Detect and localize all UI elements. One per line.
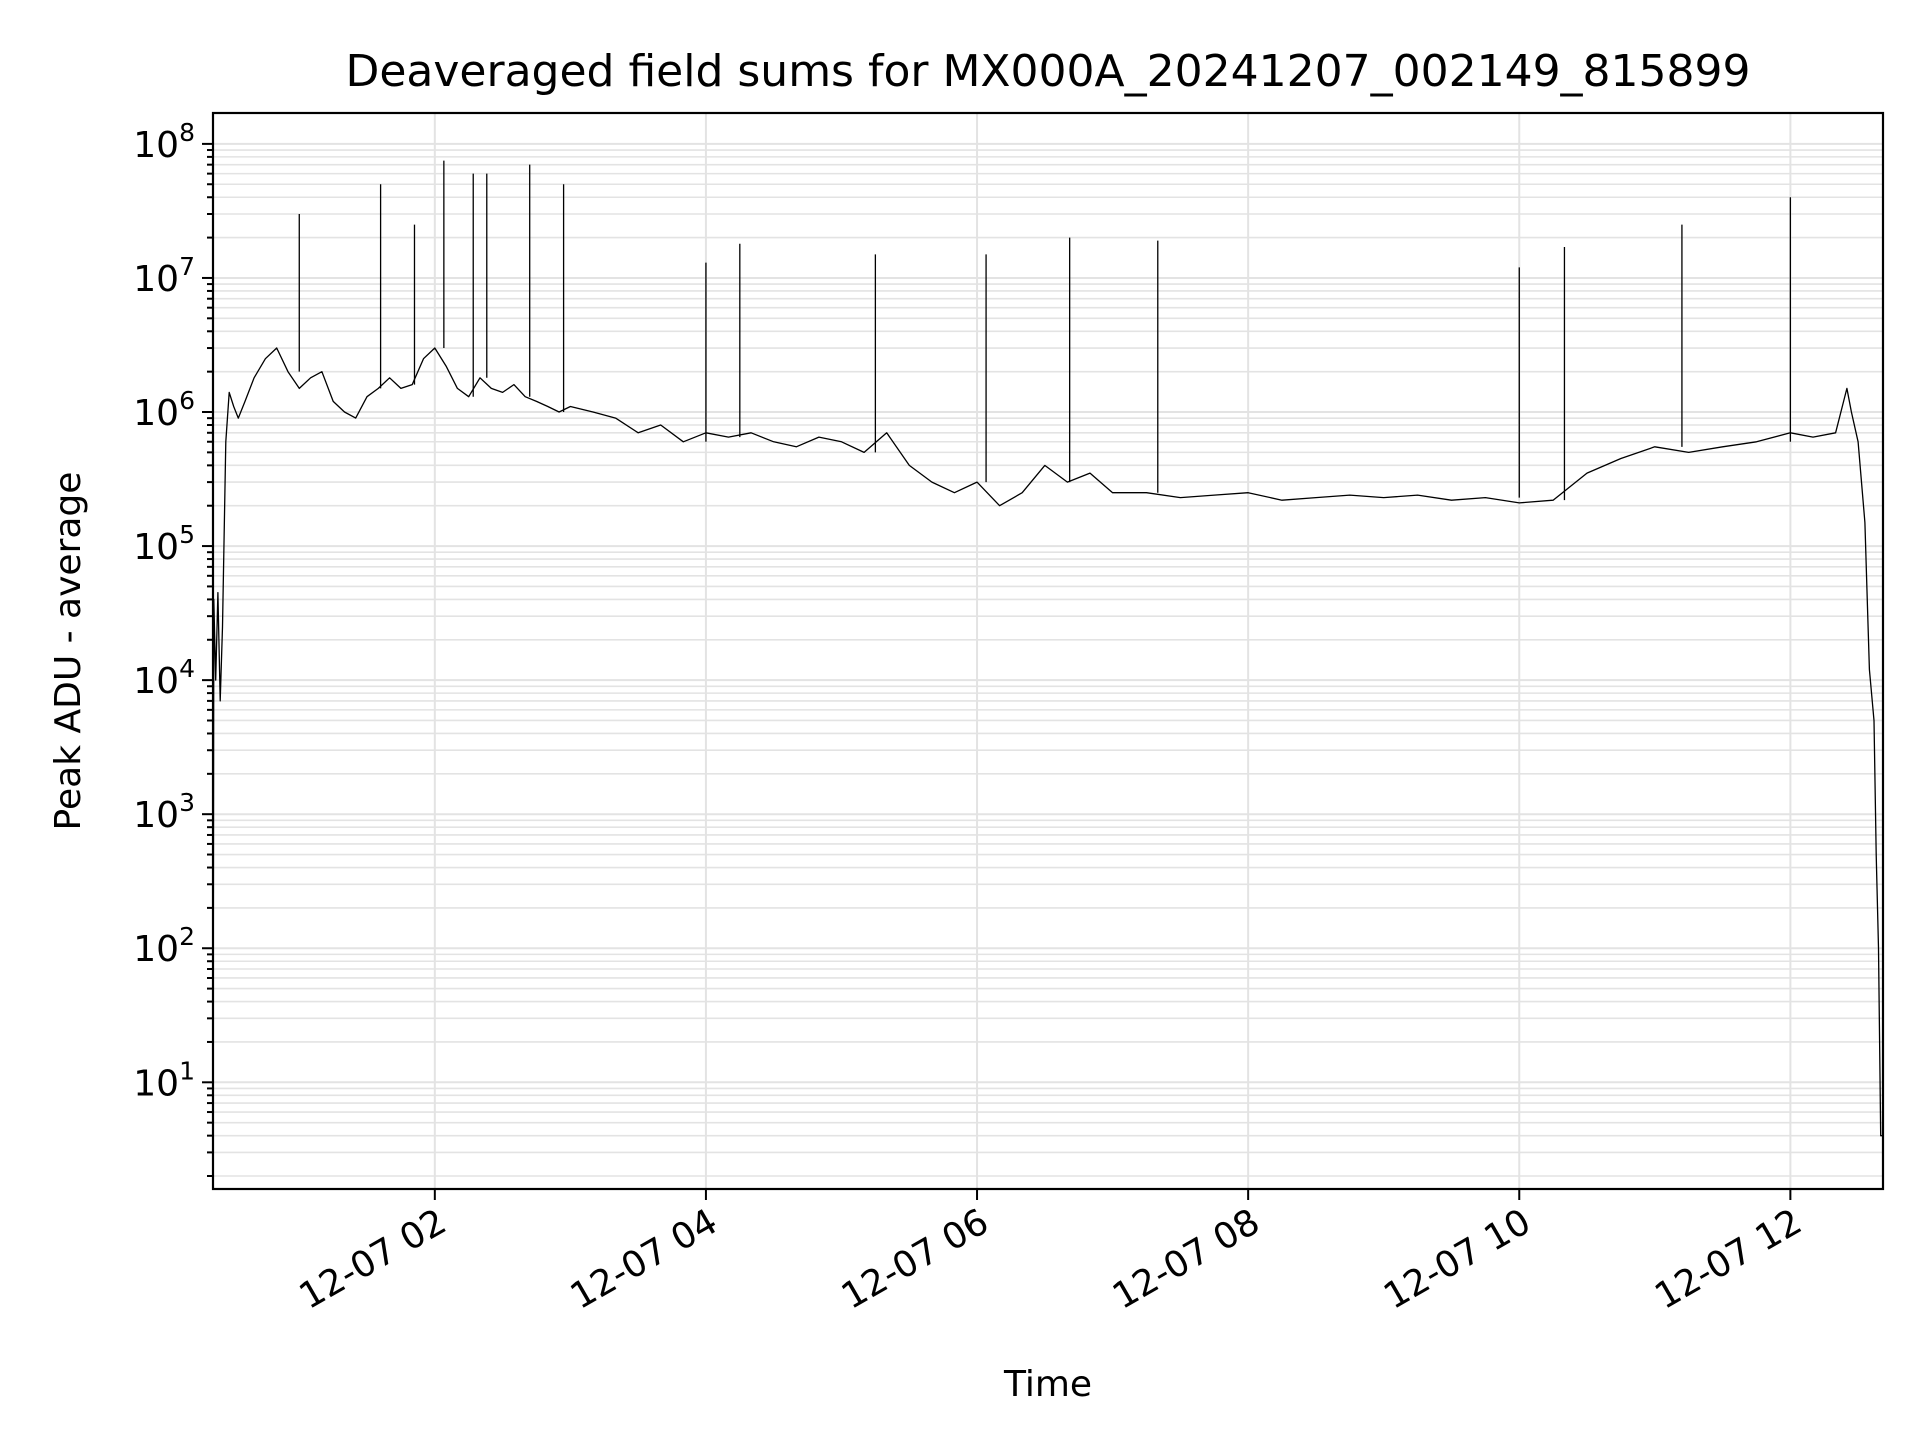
axes-frame xyxy=(211,111,1885,1191)
x-axis-label: Time xyxy=(1003,1364,1092,1405)
grid xyxy=(213,113,1883,1189)
y-axis-label: Peak ADU - average xyxy=(48,472,89,831)
y-tick-label: 107 xyxy=(133,252,195,300)
chart-title: Deaveraged field sums for MX000A_2024120… xyxy=(345,46,1750,97)
series-line xyxy=(212,347,1883,1177)
y-tick-label: 101 xyxy=(133,1056,195,1104)
y-tick-label: 106 xyxy=(133,386,195,434)
y-tick-label: 104 xyxy=(133,654,195,702)
y-tick-label: 103 xyxy=(133,788,195,836)
y-tick-label: 108 xyxy=(133,118,195,166)
y-tick-label: 105 xyxy=(133,520,195,568)
y-tick-label: 102 xyxy=(133,922,195,970)
plot-area xyxy=(212,160,1883,1177)
